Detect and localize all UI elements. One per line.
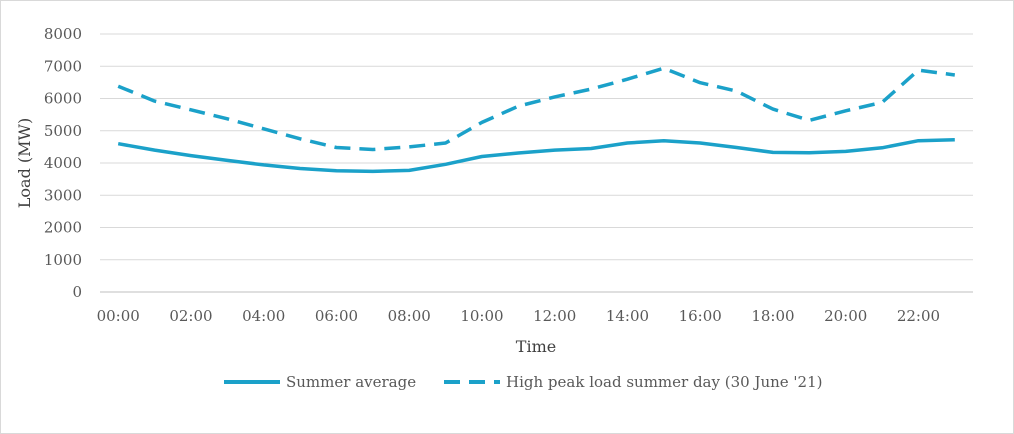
x-tick-label: 00:00 — [97, 307, 140, 325]
y-tick-label: 6000 — [44, 90, 82, 108]
x-axis-title: Time — [516, 337, 556, 356]
y-tick-label: 3000 — [44, 186, 82, 204]
y-tick-label: 1000 — [44, 251, 82, 269]
x-tick-label: 14:00 — [606, 307, 649, 325]
y-tick-label: 5000 — [44, 122, 82, 140]
gridlines — [100, 33, 973, 293]
y-tick-label: 0 — [72, 283, 82, 301]
legend-label-summer-average: Summer average — [286, 373, 416, 391]
series-line-0 — [117, 138, 955, 174]
x-tick-label: 20:00 — [824, 307, 867, 325]
y-tick-label: 4000 — [44, 154, 82, 172]
x-tick-label: 12:00 — [533, 307, 576, 325]
legend: Summer average High peak load summer day… — [224, 373, 823, 391]
y-tick-label: 2000 — [44, 219, 82, 237]
legend-label-high-peak: High peak load summer day (30 June '21) — [506, 373, 823, 391]
x-tick-label: 04:00 — [242, 307, 285, 325]
y-axis-title: Load (MW) — [15, 118, 34, 208]
series-line-1 — [117, 66, 956, 152]
x-tick-label: 02:00 — [169, 307, 212, 325]
x-tick-label: 08:00 — [388, 307, 431, 325]
y-axis-ticks: 0 1000 2000 3000 4000 5000 6000 7000 8000 — [44, 25, 82, 301]
x-tick-label: 10:00 — [460, 307, 503, 325]
x-tick-label: 16:00 — [679, 307, 722, 325]
x-tick-label: 06:00 — [315, 307, 358, 325]
x-tick-label: 22:00 — [897, 307, 940, 325]
x-axis-ticks: 00:00 02:00 04:00 06:00 08:00 10:00 12:00 14:00… — [97, 307, 940, 325]
x-tick-label: 18:00 — [751, 307, 794, 325]
series-lines — [117, 66, 956, 174]
y-tick-label: 8000 — [44, 25, 82, 43]
y-tick-label: 7000 — [44, 57, 82, 75]
